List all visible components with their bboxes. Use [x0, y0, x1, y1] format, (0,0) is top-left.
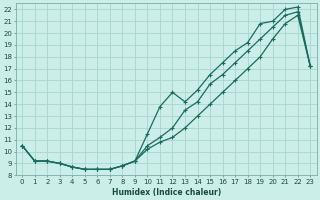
X-axis label: Humidex (Indice chaleur): Humidex (Indice chaleur) — [112, 188, 221, 197]
